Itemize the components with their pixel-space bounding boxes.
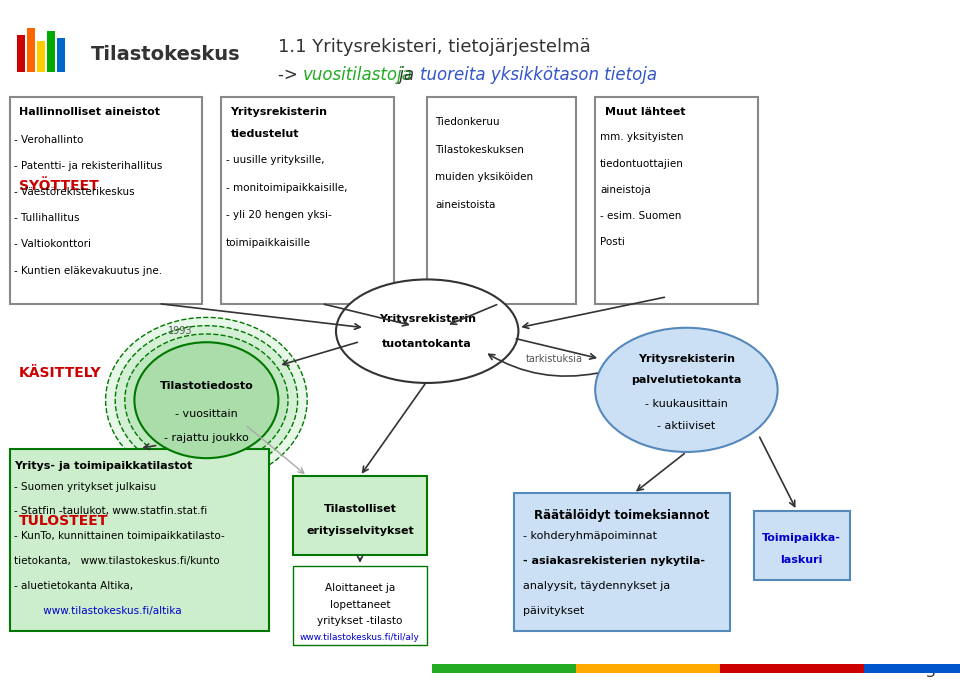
Text: www.tilastokeskus.fi/til/aly: www.tilastokeskus.fi/til/aly	[300, 633, 420, 642]
Ellipse shape	[106, 317, 307, 483]
FancyBboxPatch shape	[576, 664, 720, 673]
Text: - kohderyhmäpoiminnat: - kohderyhmäpoiminnat	[523, 531, 658, 541]
Text: analyysit, täydennykset ja: analyysit, täydennykset ja	[523, 581, 670, 591]
Text: ja: ja	[394, 66, 419, 83]
FancyBboxPatch shape	[720, 664, 864, 673]
FancyBboxPatch shape	[27, 28, 35, 72]
Text: - uusille yrityksille,: - uusille yrityksille,	[226, 155, 324, 165]
Text: - Suomen yritykset julkaisu: - Suomen yritykset julkaisu	[14, 482, 156, 491]
Text: 3: 3	[926, 664, 936, 680]
Text: tiedontuottajien: tiedontuottajien	[600, 159, 684, 168]
FancyBboxPatch shape	[17, 34, 25, 72]
Text: tiedustelut: tiedustelut	[230, 129, 299, 139]
Text: Tilastolliset: Tilastolliset	[324, 504, 396, 514]
Text: tarkistuksia: tarkistuksia	[526, 354, 583, 364]
Text: Yritysrekisterin: Yritysrekisterin	[230, 107, 327, 117]
FancyBboxPatch shape	[293, 566, 427, 645]
Text: - esim. Suomen: - esim. Suomen	[600, 211, 682, 221]
FancyBboxPatch shape	[10, 97, 202, 304]
Text: - Valtiokonttori: - Valtiokonttori	[14, 239, 91, 249]
Text: päivitykset: päivitykset	[523, 606, 585, 615]
Text: TULOSTEET: TULOSTEET	[19, 514, 108, 528]
Text: - Patentti- ja rekisterihallitus: - Patentti- ja rekisterihallitus	[14, 161, 163, 170]
FancyBboxPatch shape	[514, 493, 730, 631]
Text: 1993: 1993	[168, 326, 193, 336]
Text: - Verohallinto: - Verohallinto	[14, 135, 84, 144]
Ellipse shape	[115, 326, 298, 475]
Text: - vuosittain: - vuosittain	[175, 409, 238, 419]
FancyBboxPatch shape	[37, 41, 45, 72]
Text: - rajattu joukko: - rajattu joukko	[164, 433, 249, 443]
Text: tuotantokanta: tuotantokanta	[382, 339, 472, 348]
FancyBboxPatch shape	[864, 664, 960, 673]
Text: KÄSITTELY: KÄSITTELY	[19, 366, 102, 380]
Text: Yritysrekisterin: Yritysrekisterin	[637, 354, 735, 364]
Text: - yli 20 hengen yksi-: - yli 20 hengen yksi-	[226, 210, 331, 220]
Text: aineistoja: aineistoja	[600, 185, 651, 195]
FancyBboxPatch shape	[427, 97, 576, 304]
Text: - kuukausittain: - kuukausittain	[645, 399, 728, 408]
Text: laskuri: laskuri	[780, 555, 823, 565]
Text: Tilastotiedosto: Tilastotiedosto	[159, 382, 253, 391]
Text: Tilastokeskuksen: Tilastokeskuksen	[435, 145, 524, 155]
Text: ->: ->	[278, 66, 303, 83]
FancyBboxPatch shape	[47, 31, 55, 72]
Text: - monitoimipaikkaisille,: - monitoimipaikkaisille,	[226, 183, 348, 193]
Text: - KunTo, kunnittainen toimipaikkatilasto-: - KunTo, kunnittainen toimipaikkatilasto…	[14, 531, 226, 541]
Text: aineistoista: aineistoista	[435, 200, 495, 210]
Text: tuoreita yksikkötason tietoja: tuoreita yksikkötason tietoja	[420, 66, 658, 83]
Text: Yritysrekisterin: Yritysrekisterin	[378, 314, 476, 324]
Text: toimipaikkaisille: toimipaikkaisille	[226, 238, 311, 248]
Text: - Statfin -taulukot, www.statfin.stat.fi: - Statfin -taulukot, www.statfin.stat.fi	[14, 506, 207, 516]
Text: - asiakasrekisterien nykytila-: - asiakasrekisterien nykytila-	[523, 556, 706, 566]
Text: Tilastokeskus: Tilastokeskus	[91, 45, 241, 64]
Ellipse shape	[125, 334, 288, 466]
Text: www.tilastokeskus.fi/altika: www.tilastokeskus.fi/altika	[14, 606, 182, 615]
Text: palvelutietokanta: palvelutietokanta	[632, 375, 741, 384]
Text: Yritys- ja toimipaikkatilastot: Yritys- ja toimipaikkatilastot	[14, 461, 193, 471]
Text: Muut lähteet: Muut lähteet	[605, 107, 685, 117]
Ellipse shape	[595, 328, 778, 452]
Text: vuositilastoja: vuositilastoja	[302, 66, 412, 83]
FancyBboxPatch shape	[221, 97, 394, 304]
Text: yritykset -tilasto: yritykset -tilasto	[318, 616, 402, 626]
Ellipse shape	[134, 342, 278, 458]
FancyBboxPatch shape	[293, 476, 427, 555]
Text: Posti: Posti	[600, 237, 625, 247]
Text: mm. yksityisten: mm. yksityisten	[600, 132, 684, 142]
Text: Hallinnolliset aineistot: Hallinnolliset aineistot	[19, 107, 160, 117]
Text: Toimipaikka-: Toimipaikka-	[762, 533, 841, 543]
FancyBboxPatch shape	[10, 448, 269, 631]
Text: Räätälöidyt toimeksiannot: Räätälöidyt toimeksiannot	[534, 509, 709, 522]
Text: muiden yksiköiden: muiden yksiköiden	[435, 172, 533, 182]
Text: - aktiiviset: - aktiiviset	[658, 421, 715, 431]
Text: Aloittaneet ja: Aloittaneet ja	[324, 583, 396, 593]
Text: tietokanta,   www.tilastokeskus.fi/kunto: tietokanta, www.tilastokeskus.fi/kunto	[14, 556, 220, 566]
Text: - Kuntien eläkevakuutus jne.: - Kuntien eläkevakuutus jne.	[14, 266, 162, 275]
Text: lopettaneet: lopettaneet	[329, 600, 391, 609]
Text: - aluetietokanta Altika,: - aluetietokanta Altika,	[14, 581, 133, 591]
Text: Tiedonkeruu: Tiedonkeruu	[435, 117, 499, 127]
FancyBboxPatch shape	[432, 664, 576, 673]
FancyBboxPatch shape	[595, 97, 758, 304]
Text: - Väestörekisterikeskus: - Väestörekisterikeskus	[14, 187, 135, 197]
Text: 1.1 Yritysrekisteri, tietojärjestelmä: 1.1 Yritysrekisteri, tietojärjestelmä	[278, 38, 591, 56]
FancyBboxPatch shape	[58, 38, 65, 72]
Text: SYÖTTEET: SYÖTTEET	[19, 179, 99, 193]
Ellipse shape	[336, 279, 518, 383]
Text: erityisselvitykset: erityisselvitykset	[306, 526, 414, 536]
Text: - Tullihallitus: - Tullihallitus	[14, 213, 80, 223]
FancyBboxPatch shape	[754, 511, 850, 580]
